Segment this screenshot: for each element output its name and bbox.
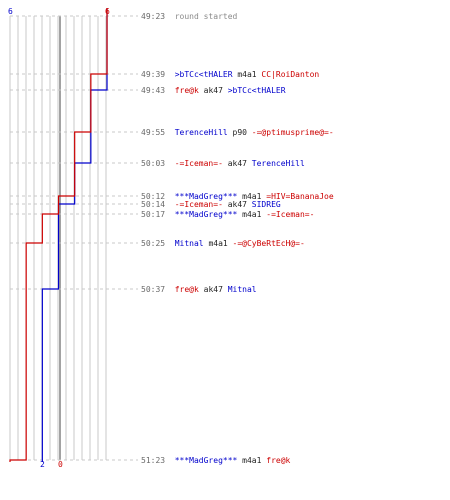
event-part: >bTCc<tHALER [228,86,286,95]
event-part: p90 [228,128,252,137]
event-part: CC|RoiDanton [261,70,319,79]
event-part: SIDREG [252,200,281,209]
event-part: -=@ptimusprime@=- [252,128,334,137]
event-part: ***MadGreg*** [175,192,238,201]
event-part: TerenceHill [252,159,305,168]
event-row: 49:43 fre@k ak47 >bTCc<tHALER [141,86,286,95]
event-row: 49:39 >bTCc<tHALER m4a1 CC|RoiDanton [141,70,319,79]
event-part: m4a1 [237,456,266,465]
event-row: 50:25 Mitnal m4a1 -=@CyBeRtEcH@=- [141,239,305,248]
event-part: m4a1 [233,70,262,79]
event-part: -=Iceman=- [175,159,223,168]
event-time: 50:17 [141,210,175,219]
event-part: >bTCc<tHALER [175,70,233,79]
event-time: 51:23 [141,456,175,465]
event-part: ***MadGreg*** [175,456,238,465]
event-part: m4a1 [237,192,266,201]
event-part: ak47 [223,159,252,168]
event-row: 50:37 fre@k ak47 Mitnal [141,285,257,294]
event-part: TerenceHill [175,128,228,137]
event-time: 49:23 [141,12,175,21]
event-time: 49:39 [141,70,175,79]
event-part: fre@k [266,456,290,465]
event-part: -=Iceman=- [266,210,314,219]
event-part: -=@CyBeRtEcH@=- [233,239,305,248]
event-time: 49:55 [141,128,175,137]
event-time: 49:43 [141,86,175,95]
event-part: round started [175,12,238,21]
red-start-count: 6 [105,7,110,16]
event-time: 50:14 [141,200,175,209]
event-part: Mitnal [228,285,257,294]
score-series [9,8,108,462]
event-part: fre@k [175,86,199,95]
event-part: ***MadGreg*** [175,210,238,219]
event-row: 50:17 ***MadGreg*** m4a1 -=Iceman=- [141,210,314,219]
blue-start-count: 6 [8,7,13,16]
event-part: Mitnal [175,239,204,248]
blue-score-line [41,8,108,462]
blue-end-count: 2 [40,460,45,469]
event-part: ak47 [223,200,252,209]
event-time: 50:12 [141,192,175,201]
event-row: 49:23 round started [141,12,238,21]
event-time: 50:25 [141,239,175,248]
event-row: 50:03 -=Iceman=- ak47 TerenceHill [141,159,305,168]
event-part: =HIV=BananaJoe [266,192,334,201]
event-row: 50:12 ***MadGreg*** m4a1 =HIV=BananaJoe [141,192,334,201]
event-row: 50:14 -=Iceman=- ak47 SIDREG [141,200,281,209]
event-log: 49:23 round started 49:39 >bTCc<tHALER m4… [141,12,334,465]
event-part: -=Iceman=- [175,200,223,209]
event-part: ak47 [199,86,228,95]
event-row: 49:55 TerenceHill p90 -=@ptimusprime@=- [141,128,334,137]
event-time: 50:37 [141,285,175,294]
event-row: 51:23 ***MadGreg*** m4a1 fre@k [141,456,291,465]
event-part: ak47 [199,285,228,294]
event-time: 50:03 [141,159,175,168]
event-part: m4a1 [237,210,266,219]
event-part: m4a1 [204,239,233,248]
red-score-line [9,8,108,462]
event-part: fre@k [175,285,199,294]
red-end-count: 0 [58,460,63,469]
